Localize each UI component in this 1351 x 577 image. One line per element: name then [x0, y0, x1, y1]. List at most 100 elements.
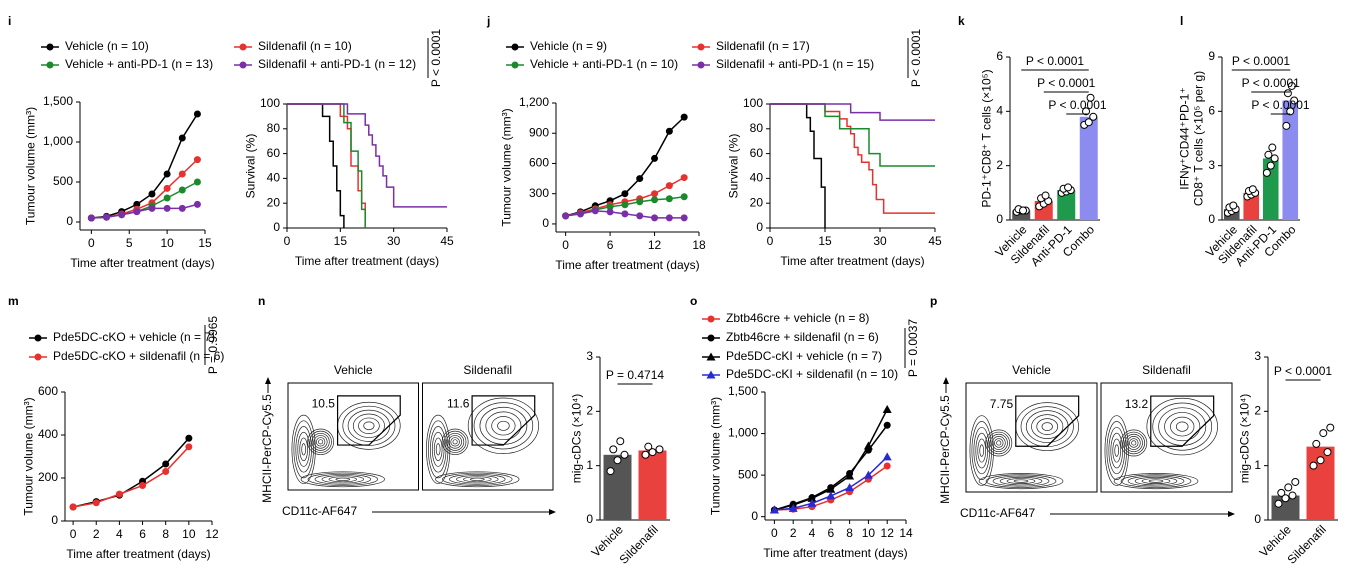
contour: [358, 417, 380, 434]
contour: [994, 438, 1004, 448]
gate-percent: 13.2: [1125, 397, 1149, 411]
y-tick-label: 20: [750, 195, 764, 209]
contour: [992, 475, 1050, 487]
data-point: [680, 214, 688, 222]
contour: [433, 437, 443, 462]
y-tick-label: 400: [38, 427, 58, 441]
contour: [470, 477, 485, 481]
legend-label: Pde5DC-cKI + sildenafil (n = 10): [726, 367, 898, 381]
x-tick-label: 30: [387, 234, 401, 248]
data-point: [651, 214, 659, 222]
x-arrowhead: [1228, 511, 1235, 517]
data-point: [576, 210, 584, 218]
gate-percent: 10.5: [312, 397, 336, 411]
x-tick-label: 12: [881, 526, 895, 540]
x-tick-label: 0: [70, 527, 77, 541]
data-point: [178, 204, 186, 212]
x-tick-label: 18: [692, 238, 706, 252]
contour: [448, 435, 463, 449]
y-tick-label: 80: [750, 121, 764, 135]
x-axis-label: Time after treatment (days): [66, 547, 210, 561]
legend-label: Pde5DC-cKO + vehicle (n = 7): [53, 330, 215, 344]
contour: [1108, 426, 1125, 475]
data-point: [621, 210, 629, 218]
panel-letter: o: [690, 294, 697, 308]
contour: [363, 421, 375, 431]
contour: [301, 443, 306, 456]
data-point: [139, 482, 147, 490]
data-point: [163, 194, 171, 202]
x-tick-label: 8: [846, 526, 853, 540]
annotation: P < 0.0001: [429, 29, 443, 87]
y-tick-label: 1,500: [43, 94, 73, 108]
series-line: [91, 113, 199, 219]
y-tick-label: 0: [996, 212, 1003, 226]
category-label: Sildenafil: [1285, 522, 1329, 566]
data-point: [1266, 161, 1275, 170]
data-point: [92, 499, 100, 507]
legend-swatch: [239, 61, 247, 69]
contour: [979, 444, 985, 457]
contour: [315, 437, 326, 447]
gate: [336, 395, 401, 446]
data-point: [606, 467, 615, 476]
data-point: [621, 201, 629, 209]
data-point: [665, 182, 673, 190]
y-axis-label: Tumour volume (mm³): [709, 397, 723, 515]
panel-letter: j: [486, 14, 490, 28]
contour: [450, 437, 460, 447]
contour: [985, 429, 1013, 457]
survival-curve: [770, 103, 935, 167]
bar: [638, 450, 667, 520]
panel-letter: l: [1180, 14, 1183, 28]
contour: [1141, 478, 1171, 484]
legend-label: Vehicle + anti-PD-1 (n = 10): [530, 57, 678, 71]
legend-swatch: [707, 315, 715, 323]
legend-label: Sildenafil + anti-PD-1 (n = 15): [716, 57, 874, 71]
x-axis-label: CD11c-AF647: [960, 506, 1035, 520]
y-tick-label: 0: [273, 220, 280, 234]
contour: [449, 473, 506, 485]
contour: [1126, 436, 1141, 450]
y-tick-label: 900: [529, 125, 549, 139]
data-point: [616, 437, 625, 446]
data-point: [636, 175, 644, 183]
contour: [977, 438, 986, 463]
y-axis-label: Survival (%): [727, 134, 741, 199]
data-point: [883, 421, 891, 429]
contour: [1152, 402, 1213, 451]
y-axis-label: mig-cDCs (×10⁴): [1238, 394, 1252, 484]
y-tick-label: 4: [996, 104, 1003, 118]
contour: [978, 473, 1064, 490]
contour: [352, 413, 385, 438]
x-tick-label: 10: [160, 236, 174, 250]
data-point: [863, 470, 873, 479]
contour: [989, 433, 1008, 453]
y-tick-label: 0: [51, 513, 58, 527]
contour: [429, 426, 447, 473]
y-tick-label: 60: [267, 146, 281, 160]
data-point: [1286, 107, 1295, 116]
contour: [985, 474, 1057, 488]
data-point: [882, 452, 892, 461]
data-point: [1229, 201, 1238, 210]
survival-curve: [770, 103, 826, 228]
legend-swatch: [511, 43, 519, 51]
contour: [431, 431, 445, 467]
p-value: P < 0.0001: [1232, 54, 1290, 68]
contour: [1122, 431, 1146, 455]
data-point: [178, 170, 186, 178]
contour: [1110, 432, 1123, 469]
contour: [435, 471, 520, 488]
data-point: [163, 170, 171, 178]
x-tick-label: 0: [767, 234, 774, 248]
data-point: [1316, 456, 1325, 465]
bar: [1012, 210, 1031, 220]
contour: [1170, 416, 1195, 437]
x-tick-label: 14: [899, 526, 913, 540]
bar: [1282, 100, 1299, 220]
data-point: [1086, 93, 1095, 102]
data-point: [162, 460, 170, 468]
data-point: [163, 204, 171, 212]
